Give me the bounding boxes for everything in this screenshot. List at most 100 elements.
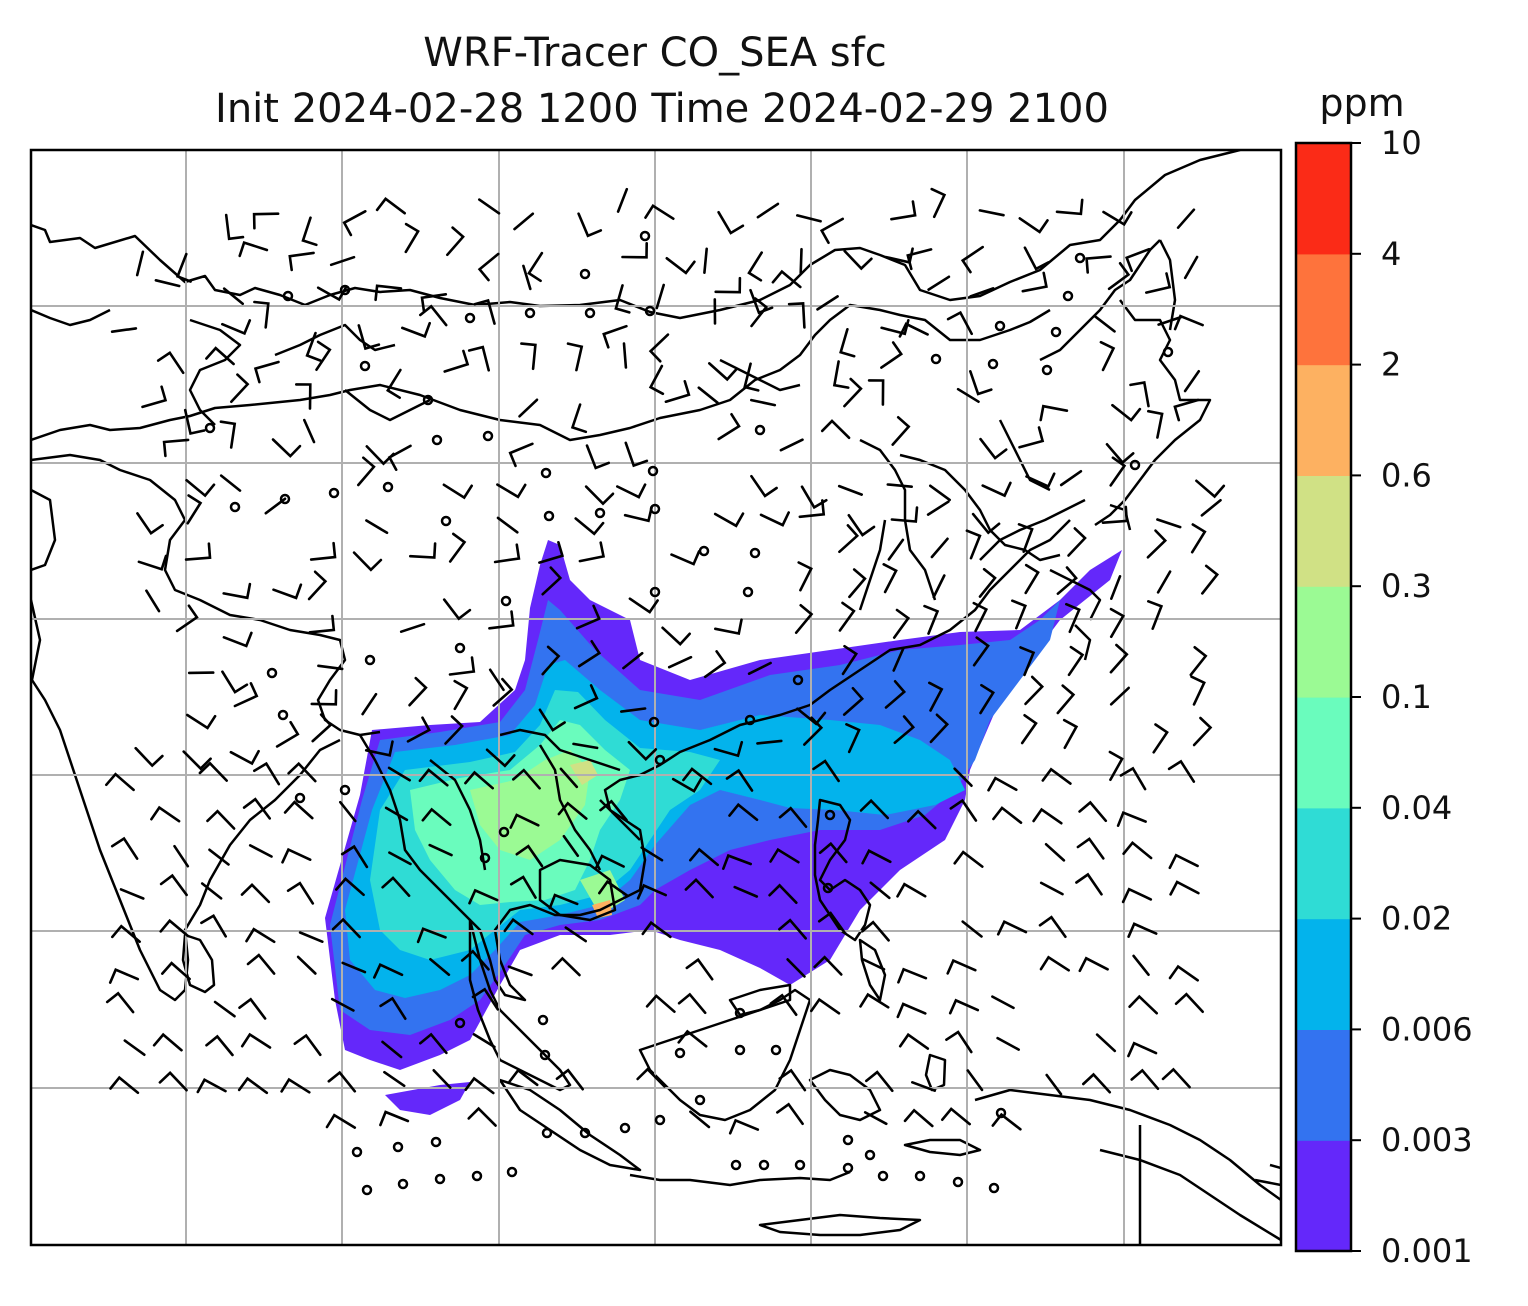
- wind-barb: [880, 341, 904, 369]
- wind-barb: [1116, 811, 1147, 827]
- wind-barb: [357, 456, 376, 487]
- calm-wind-circle: [506, 1166, 518, 1178]
- wind-barb: [978, 209, 1005, 217]
- plume-level-0.6: [570, 760, 598, 785]
- wind-barb: [819, 217, 844, 245]
- wind-barb: [365, 519, 389, 535]
- map-frame: [29, 148, 1283, 1247]
- calm-wind-circle: [392, 1141, 404, 1153]
- wind-barb: [296, 955, 317, 975]
- wind-barb: [898, 1032, 930, 1050]
- wind-barb: [838, 524, 860, 554]
- wind-barb: [843, 249, 873, 271]
- wind-barb: [575, 604, 601, 630]
- wind-barb: [1044, 843, 1066, 862]
- calm-wind-circle: [339, 284, 351, 296]
- wind-barb: [1168, 964, 1199, 982]
- wind-barb: [520, 342, 537, 371]
- wind-barb: [134, 746, 164, 768]
- wind-barb: [1108, 750, 1124, 782]
- wind-barb: [473, 298, 496, 325]
- wind-barb: [930, 537, 949, 559]
- wind-barb: [222, 287, 244, 306]
- wind-barb: [891, 416, 911, 446]
- wind-barb: [628, 597, 659, 614]
- wind-barb: [1173, 398, 1200, 422]
- calm-wind-circle: [744, 714, 756, 726]
- wind-barb: [1157, 315, 1183, 326]
- wind-barb: [429, 958, 451, 976]
- wind-barb: [409, 542, 437, 559]
- wind-barb: [717, 413, 741, 441]
- wind-barb: [373, 962, 404, 979]
- wind-barb: [182, 750, 212, 771]
- wind-barb: [616, 187, 629, 213]
- gridlines: [31, 150, 1281, 1245]
- calm-wind-circle: [434, 1173, 446, 1185]
- wind-barb: [1102, 210, 1133, 227]
- wind-barb: [1169, 880, 1200, 896]
- wind-barb: [221, 319, 252, 336]
- wind-barb: [150, 805, 181, 823]
- wind-barb: [620, 707, 647, 713]
- wind-barb: [882, 563, 898, 594]
- wind-barb: [648, 333, 670, 363]
- wind-barb: [636, 1067, 666, 1088]
- wind-barb: [253, 761, 281, 786]
- wind-barb: [108, 967, 140, 984]
- colorbar-tick-label: 4: [1381, 235, 1401, 273]
- wind-barb: [110, 327, 138, 333]
- wind-barb: [488, 610, 515, 630]
- wind-barb: [335, 877, 365, 897]
- wind-barb: [728, 802, 759, 822]
- calm-wind-circle: [594, 507, 606, 519]
- wind-barb: [342, 210, 367, 237]
- wind-barb: [485, 748, 516, 768]
- wind-barb: [661, 626, 691, 646]
- wind-barb: [818, 841, 848, 864]
- wind-barb: [1129, 380, 1150, 408]
- wind-barb: [221, 670, 249, 694]
- wind-barb: [1200, 498, 1222, 517]
- wind-barb: [981, 481, 1012, 498]
- wind-barb: [682, 767, 713, 786]
- calm-wind-circle: [649, 586, 661, 598]
- calm-wind-circle: [422, 394, 434, 406]
- colorbar-tick-label: 0.6: [1381, 456, 1432, 494]
- wind-barb: [357, 324, 381, 351]
- wind-barb: [538, 708, 566, 732]
- wind-barb: [636, 883, 667, 900]
- wind-barb: [787, 302, 806, 329]
- wind-barb: [1021, 271, 1048, 293]
- wind-barb: [965, 529, 982, 560]
- wind-barb: [946, 958, 977, 975]
- colorbar-bin: [1296, 1140, 1351, 1252]
- wind-barb: [892, 608, 911, 639]
- wind-barb: [926, 500, 950, 516]
- calm-wind-circle: [742, 586, 754, 598]
- wind-barb: [911, 1081, 937, 1092]
- calm-wind-circle: [524, 307, 536, 319]
- calm-wind-circle: [654, 1114, 666, 1126]
- wind-barb: [109, 1075, 140, 1095]
- wind-barb: [812, 759, 840, 783]
- wind-barb: [383, 1070, 406, 1088]
- wind-barb: [272, 583, 303, 600]
- wind-barb: [1107, 262, 1131, 291]
- wind-barb: [416, 927, 447, 944]
- wind-barb: [578, 541, 606, 563]
- wind-barb: [1201, 564, 1220, 595]
- coastlines: [31, 150, 1281, 1245]
- wind-barb: [1110, 575, 1122, 600]
- colorbar-tick-label: 0.001: [1381, 1232, 1473, 1270]
- wind-barb: [242, 797, 271, 820]
- wind-barb: [703, 247, 708, 274]
- wind-barb: [1101, 505, 1129, 524]
- wind-barb: [838, 601, 856, 632]
- wind-barb: [119, 888, 145, 900]
- wind-barb: [246, 953, 276, 975]
- wind-barb: [972, 636, 990, 667]
- wind-barb: [184, 542, 212, 561]
- wind-barb: [295, 383, 312, 410]
- wind-barb: [200, 882, 223, 900]
